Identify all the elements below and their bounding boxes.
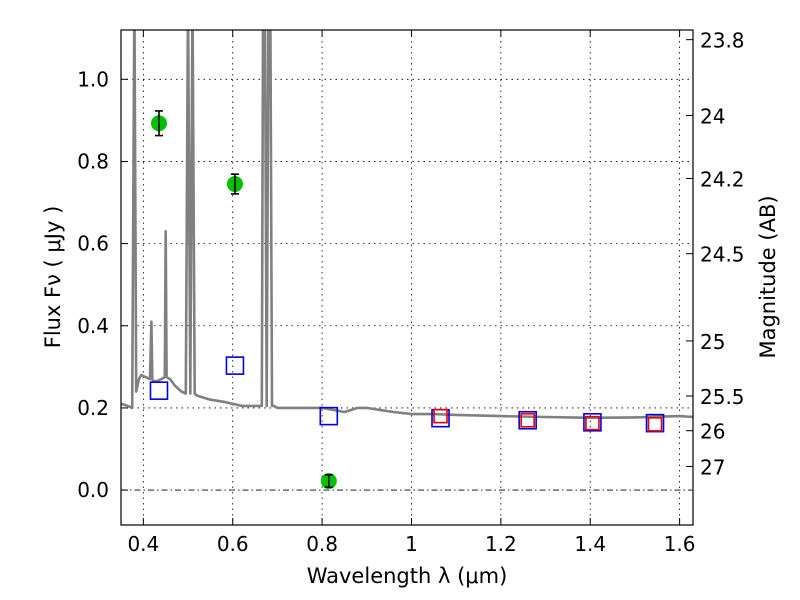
mag-tick-label: 24.5	[700, 243, 745, 267]
y-tick-label: 0.2	[77, 396, 109, 420]
model-photometry-blue-marker	[319, 406, 339, 426]
mag-tick-label: 25	[700, 330, 725, 354]
mag-tick-label: 26	[700, 420, 725, 444]
model-photometry-blue-marker	[225, 356, 245, 375]
y-tick-label: 1.0	[77, 67, 109, 91]
model-spectrum-line	[121, 30, 693, 420]
x-tick-label: 0.6	[217, 532, 249, 556]
mag-tick-label: 27	[700, 455, 725, 479]
model-photometry-red-marker	[433, 408, 448, 424]
x-axis-label: Wavelength λ (μm)	[307, 564, 508, 588]
mag-tick-label: 24	[700, 104, 725, 128]
mag-tick-label: 23.8	[700, 29, 745, 53]
model-photometry-red-marker	[647, 417, 663, 432]
x-tick-label: 1.4	[574, 532, 606, 556]
model-photometry-red-marker	[520, 412, 535, 428]
grid-lines	[121, 30, 693, 525]
mag-tick-label: 24.2	[700, 167, 745, 191]
x-tick-label: 0.4	[127, 532, 159, 556]
y-axis-label: Flux Fν ( μJy )	[41, 206, 65, 349]
y-tick-label: 0.4	[77, 314, 109, 338]
mag-tick-label: 25.5	[700, 385, 745, 409]
model-photometry-red-marker	[585, 415, 600, 431]
data-layer	[121, 30, 693, 490]
y-tick-label: 0.0	[77, 478, 109, 502]
y-tick-label: 0.6	[77, 232, 109, 256]
x-tick-label: 1	[405, 532, 418, 556]
x-tick-label: 0.8	[306, 532, 338, 556]
x-tick-label: 1.2	[485, 532, 517, 556]
model-photometry-blue-marker	[149, 381, 169, 400]
model-photometry-blue-marker	[583, 413, 602, 432]
axis-ticks: 0.4 0.6 0.8 1 1.2 1.4 1.6 0.0 0.2 0.4 0.6 0.8 1.0 23.…	[77, 29, 744, 556]
plot-frame	[120, 29, 694, 526]
right-axis-label: Magnitude (AB)	[756, 195, 780, 358]
model-photometry-blue-marker	[518, 410, 537, 430]
y-tick-label: 0.8	[77, 149, 109, 173]
x-tick-label: 1.6	[664, 532, 696, 556]
